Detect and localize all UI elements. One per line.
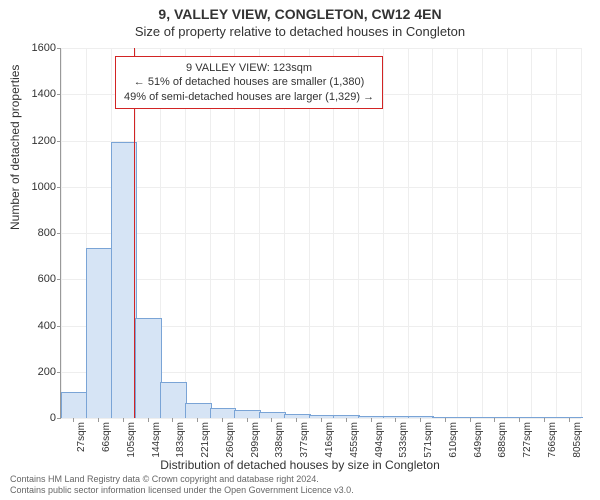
footer-line: Contains public sector information licen… <box>10 485 354 496</box>
x-tick-label: 610sqm <box>448 422 459 458</box>
gridline <box>507 48 508 418</box>
x-tick-mark <box>470 418 471 422</box>
x-tick-mark <box>296 418 297 422</box>
histogram-bar <box>86 248 113 418</box>
y-tick-label: 800 <box>16 227 56 239</box>
x-tick-mark <box>494 418 495 422</box>
gridline <box>61 279 581 280</box>
x-tick-mark <box>123 418 124 422</box>
histogram-bar <box>531 417 558 418</box>
x-tick-label: 533sqm <box>398 422 409 458</box>
x-tick-label: 66sqm <box>101 422 112 452</box>
x-tick-mark <box>271 418 272 422</box>
histogram-bar <box>210 408 237 418</box>
x-axis-label: Distribution of detached houses by size … <box>0 458 600 472</box>
y-tick-label: 1400 <box>16 88 56 100</box>
x-tick-label: 649sqm <box>473 422 484 458</box>
gridline <box>61 233 581 234</box>
x-tick-mark <box>346 418 347 422</box>
histogram-bar <box>482 417 509 418</box>
histogram-bar <box>432 417 459 418</box>
x-tick-label: 221sqm <box>200 422 211 458</box>
gridline <box>61 187 581 188</box>
x-tick-label: 494sqm <box>374 422 385 458</box>
x-tick-mark <box>197 418 198 422</box>
x-tick-mark <box>544 418 545 422</box>
x-tick-mark <box>519 418 520 422</box>
x-tick-label: 688sqm <box>497 422 508 458</box>
gridline <box>408 48 409 418</box>
x-tick-label: 416sqm <box>324 422 335 458</box>
x-tick-mark <box>371 418 372 422</box>
gridline <box>61 48 62 418</box>
x-tick-label: 571sqm <box>423 422 434 458</box>
x-tick-label: 727sqm <box>522 422 533 458</box>
x-tick-mark <box>395 418 396 422</box>
gridline <box>531 48 532 418</box>
gridline <box>457 48 458 418</box>
annotation-line: 9 VALLEY VIEW: 123sqm <box>124 61 374 75</box>
histogram-bar <box>333 415 360 418</box>
x-tick-label: 260sqm <box>225 422 236 458</box>
y-tick-label: 400 <box>16 320 56 332</box>
histogram-bar <box>111 142 138 418</box>
footer-line: Contains HM Land Registry data © Crown c… <box>10 474 354 485</box>
histogram-bar <box>259 412 286 418</box>
gridline <box>61 48 581 49</box>
y-tick-label: 200 <box>16 366 56 378</box>
x-tick-label: 183sqm <box>175 422 186 458</box>
y-tick-label: 1000 <box>16 181 56 193</box>
x-tick-label: 338sqm <box>274 422 285 458</box>
histogram-bar <box>185 403 212 418</box>
histogram-bar <box>383 416 410 418</box>
histogram-bar <box>135 318 162 418</box>
histogram-bar <box>408 416 435 418</box>
x-tick-mark <box>172 418 173 422</box>
x-tick-mark <box>148 418 149 422</box>
x-tick-label: 27sqm <box>76 422 87 452</box>
x-tick-mark <box>445 418 446 422</box>
x-tick-label: 766sqm <box>547 422 558 458</box>
gridline <box>432 48 433 418</box>
histogram-bar <box>61 392 88 418</box>
y-tick-mark <box>57 418 61 419</box>
x-tick-mark <box>420 418 421 422</box>
histogram-bar <box>309 415 336 418</box>
histogram-bar <box>160 382 187 418</box>
x-tick-label: 455sqm <box>349 422 360 458</box>
page-title: 9, VALLEY VIEW, CONGLETON, CW12 4EN <box>0 0 600 22</box>
x-tick-mark <box>222 418 223 422</box>
gridline <box>482 48 483 418</box>
annotation-line: 49% of semi-detached houses are larger (… <box>124 90 374 104</box>
x-tick-mark <box>569 418 570 422</box>
footer-attribution: Contains HM Land Registry data © Crown c… <box>10 474 354 496</box>
histogram-bar <box>457 417 484 418</box>
x-tick-mark <box>321 418 322 422</box>
gridline <box>556 48 557 418</box>
x-tick-label: 377sqm <box>299 422 310 458</box>
x-tick-label: 105sqm <box>126 422 137 458</box>
page-subtitle: Size of property relative to detached ho… <box>0 22 600 39</box>
x-tick-mark <box>98 418 99 422</box>
gridline <box>581 48 582 418</box>
x-tick-mark <box>73 418 74 422</box>
reference-annotation: 9 VALLEY VIEW: 123sqm ← 51% of detached … <box>115 56 383 109</box>
histogram-bar <box>556 417 583 418</box>
histogram-bar <box>284 414 311 418</box>
y-tick-label: 600 <box>16 273 56 285</box>
y-tick-label: 1600 <box>16 42 56 54</box>
histogram-bar <box>507 417 534 418</box>
x-tick-label: 299sqm <box>250 422 261 458</box>
y-tick-label: 0 <box>16 412 56 424</box>
histogram-bar <box>234 410 261 418</box>
x-tick-mark <box>247 418 248 422</box>
y-tick-label: 1200 <box>16 135 56 147</box>
x-tick-label: 144sqm <box>151 422 162 458</box>
annotation-line: ← 51% of detached houses are smaller (1,… <box>124 75 374 89</box>
gridline <box>61 141 581 142</box>
x-tick-label: 805sqm <box>572 422 583 458</box>
histogram-bar <box>358 416 385 418</box>
